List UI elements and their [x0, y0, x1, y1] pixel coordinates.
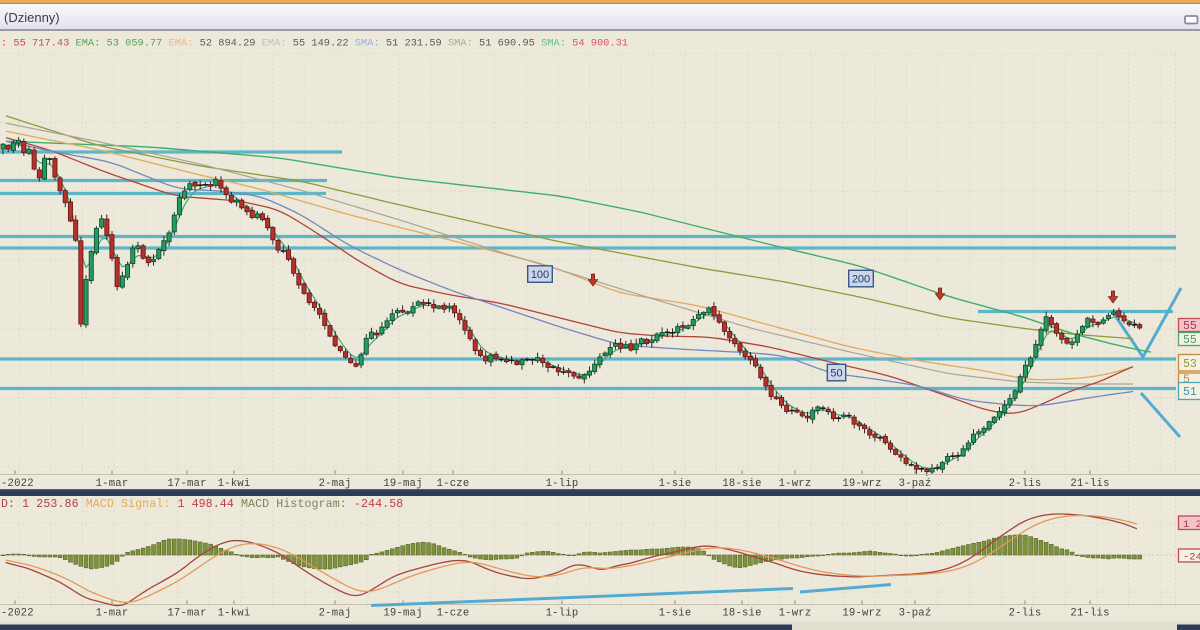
svg-text:17-mar: 17-mar [167, 478, 206, 490]
svg-text:21-lis: 21-lis [1070, 608, 1109, 620]
svg-text:-2022: -2022 [1, 478, 34, 490]
svg-text:55: 55 [1183, 320, 1197, 333]
svg-text:-2022: -2022 [1, 608, 34, 620]
svg-text:2-maj: 2-maj [319, 478, 352, 490]
svg-text:2-maj: 2-maj [319, 608, 352, 620]
svg-text:100: 100 [531, 269, 549, 281]
svg-text:19-maj: 19-maj [383, 478, 422, 490]
svg-text:18-sie: 18-sie [722, 608, 761, 620]
svg-text:1-wrz: 1-wrz [779, 478, 812, 490]
svg-text:D: 1 253.86 MACD Signal: 1 498: D: 1 253.86 MACD Signal: 1 498.44 MACD H… [1, 498, 403, 511]
svg-text:1-mar: 1-mar [96, 608, 129, 620]
svg-text:53: 53 [1183, 358, 1197, 371]
svg-text:55: 55 [1183, 334, 1197, 347]
svg-text:1-lip: 1-lip [546, 608, 579, 620]
svg-text:: 55 717.43 EMA: 53 059.77 EMA: : 55 717.43 EMA: 53 059.77 EMA: 52 894.2… [1, 38, 628, 50]
svg-text:1-sie: 1-sie [659, 608, 692, 620]
svg-text:1-kwi: 1-kwi [218, 478, 251, 490]
svg-text:2-lis: 2-lis [1009, 478, 1042, 490]
svg-text:5: 5 [1183, 374, 1190, 387]
svg-text:1-lip: 1-lip [546, 478, 579, 490]
svg-text:3-paź: 3-paź [899, 478, 932, 490]
svg-text:1-cze: 1-cze [437, 478, 470, 490]
svg-text:19-wrz: 19-wrz [842, 478, 881, 490]
svg-text:50: 50 [830, 368, 842, 380]
svg-text:51: 51 [1183, 386, 1197, 399]
svg-text:19-maj: 19-maj [383, 608, 422, 620]
svg-text:3-paź: 3-paź [899, 608, 932, 620]
svg-text:-24: -24 [1183, 552, 1200, 564]
svg-text:1-kwi: 1-kwi [218, 608, 251, 620]
svg-text:(Dzienny): (Dzienny) [4, 10, 60, 25]
svg-text:1-cze: 1-cze [437, 608, 470, 620]
svg-text:21-lis: 21-lis [1070, 478, 1109, 490]
svg-text:1-wrz: 1-wrz [779, 608, 812, 620]
svg-text:1 2: 1 2 [1183, 519, 1200, 531]
svg-text:200: 200 [852, 274, 870, 286]
svg-text:19-wrz: 19-wrz [842, 608, 881, 620]
svg-text:1-sie: 1-sie [659, 478, 692, 490]
svg-text:18-sie: 18-sie [722, 478, 761, 490]
svg-text:1-mar: 1-mar [96, 478, 129, 490]
svg-text:17-mar: 17-mar [167, 608, 206, 620]
svg-text:2-lis: 2-lis [1009, 608, 1042, 620]
